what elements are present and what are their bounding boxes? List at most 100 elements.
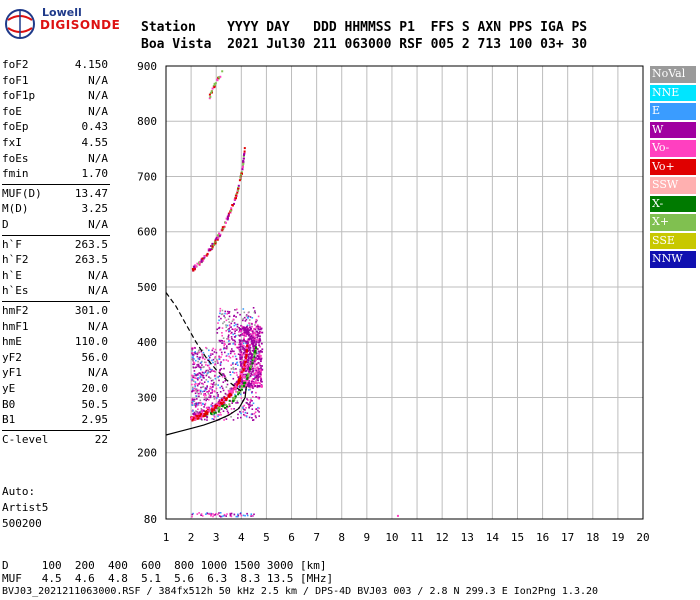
echo-point [196,411,198,413]
echo-point [259,364,262,367]
ground-echo-point [218,515,221,517]
echo-point [233,314,236,317]
trace-multihop-point [194,264,196,267]
ground-echo-point [212,515,214,518]
trace-vo-minus-point [214,403,217,406]
echo-point [197,404,200,406]
echo-point [228,339,231,341]
echo-point [213,415,216,418]
echo-point [245,401,248,404]
echo-point [203,381,206,383]
echo-point [244,373,247,376]
echo-point [249,405,252,407]
echo-point [255,378,258,381]
echo-point [199,390,202,393]
echo-point [224,351,226,354]
echo-point [244,327,247,329]
echo-point [248,339,250,342]
echo-point [192,359,194,361]
echo-point [215,387,218,390]
echo-point [211,370,214,372]
trace-vo-plus-point [239,377,241,380]
echo-point [242,346,245,348]
echo-point [255,391,257,394]
trace-multihop-point [212,242,215,245]
trace-multihop-point [207,249,210,252]
echo-point [239,361,242,363]
trace-vo-plus-point [242,369,245,372]
echo-point [228,321,231,323]
echo-point [196,355,199,358]
trace-vo-plus-point [223,398,226,401]
echo-point [193,352,196,354]
param-separator [2,183,110,185]
trace-vo-plus-point [213,404,216,407]
echo-point [221,387,224,390]
echo-point [205,374,208,377]
legend-noval: NoVal [650,66,696,85]
param-row-hf2: h`F2 263.5 [2,253,108,269]
echo-point [207,406,209,409]
echo-point [248,404,250,407]
trace-x-plus-point [247,375,250,378]
echo-point [199,399,202,402]
echo-point [225,347,227,349]
legend-sse: SSE [650,232,696,251]
echo-point [256,385,259,388]
echo-point [210,383,213,385]
echo-point [221,376,224,378]
x-tick-label: 11 [410,531,423,544]
trace-vo-plus-point [200,413,203,415]
y-tick-label: 900 [137,60,157,73]
trace-multihop-point [214,242,217,245]
echo-point [244,409,246,411]
trace-multihop-point [205,254,208,257]
echo-point [195,410,197,412]
trace-third-hop-point [208,93,211,96]
echo-point [196,384,199,387]
plot-frame [165,65,644,520]
trace-vo-plus-point [204,410,207,413]
echo-point [244,414,246,417]
echo-point [242,407,244,410]
trace-vo-plus-point [243,363,246,366]
echo-point [248,319,251,321]
trace-vo-plus-point [230,392,233,395]
echo-point [257,375,259,378]
ground-echo-point [200,513,203,515]
echo-point [258,357,260,359]
trace-vo-plus-point [206,410,209,413]
echo-point [248,349,251,351]
ground-echo-point [220,515,222,518]
ground-echo-point [230,512,233,515]
echo-point [254,415,257,417]
echo-point [249,363,252,366]
ground-echo-point [217,513,219,516]
echo-point [258,341,260,344]
echo-point [212,385,214,388]
echo-point [214,360,216,363]
echo-point [254,411,257,413]
echo-point [200,350,203,353]
x-tick-label: 12 [436,531,449,544]
param-value: 263.5 [74,253,108,267]
echo-point [251,386,254,388]
echo-point [239,386,241,388]
echo-point [249,347,252,349]
echo-point [211,389,214,391]
echo-point [243,379,245,382]
ground-echo-point [235,515,238,518]
trace-multihop-point [202,259,205,262]
echo-point [256,355,259,358]
autoscale-method: Artist5 [2,501,49,514]
echo-point [194,347,196,349]
echo-point [260,386,263,388]
echo-point [224,316,226,319]
autoscale-code: 500200 [2,517,42,530]
echo-point [229,326,231,329]
trace-multihop-point [230,207,233,210]
echo-point [239,330,242,332]
param-label: hmF1 [2,319,29,333]
echo-point [221,353,223,356]
echo-point [247,343,250,346]
